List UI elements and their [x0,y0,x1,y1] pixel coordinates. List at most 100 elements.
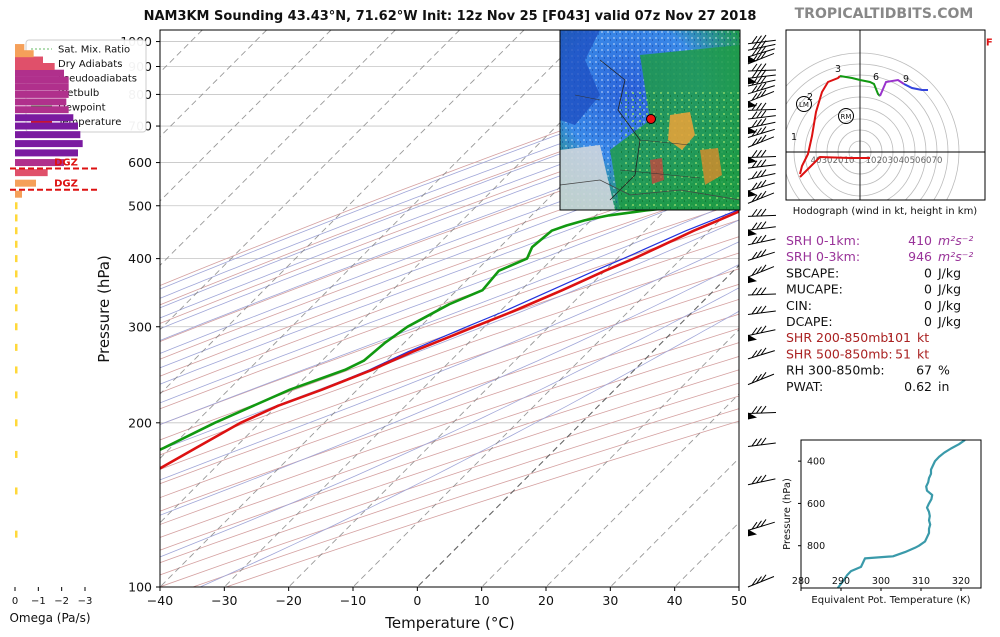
wind-barb-pennant [748,334,757,342]
wind-barb-pennant [748,127,757,135]
index-unit: % [938,363,950,378]
wind-barb-flag [751,236,758,245]
dry-adiabat-line [160,88,739,306]
wind-barb-pennant [748,156,757,164]
hodograph-ring-label: 20 [833,156,844,166]
omega-bar [15,63,55,71]
brand-text[interactable]: TROPICALTIDBITS.COM [795,6,974,22]
wind-barb-flag [751,150,758,158]
omega-bar [15,240,18,248]
wind-barb-flag [760,437,767,446]
wind-barb-flag [760,347,767,356]
dry-adiabat-line [160,202,739,410]
wind-barb-flag [751,138,758,146]
index-label: PWAT: [786,379,823,394]
index-label: MUCAPE: [786,282,843,297]
pseudoadiabat-line [160,287,739,558]
wind-barb-icon [747,102,777,111]
omega-bar [15,323,18,331]
omega-bar [15,214,18,222]
omega-bar [15,450,18,458]
wind-barb-flag [760,249,767,257]
wind-barb-flag [760,234,767,243]
wind-barb-flag [756,53,762,61]
wind-barb-icon [747,34,776,45]
hodograph-height-label: 3 [835,64,841,75]
wind-barb-icon [747,347,775,360]
radar-inset [559,29,741,211]
wind-barb-flag [756,63,762,72]
wind-barb-icon [747,126,775,138]
index-label: SRH 0-1km: [786,233,860,248]
index-row: PWAT: 0.62 in [786,379,949,394]
wind-barb-flag [760,169,767,177]
wind-barb-flag [751,222,758,230]
index-label: SBCAPE: [786,265,839,280]
wind-barb-flag [756,306,762,314]
wind-barb-pennant [748,276,757,284]
wind-barb-icon [747,305,776,315]
wind-barb-pennant [748,100,757,108]
pseudoadiabat-line [160,241,739,481]
index-row: SHR 200-850mb:101 kt [786,330,929,345]
isotherm-line [160,30,589,459]
wind-barb-icon [747,63,777,72]
pseudoadiabat-line [160,98,739,319]
isotherm-line [416,264,739,587]
theta-e-y-tick-label: 800 [807,541,825,552]
x-tick-label: 0 [413,593,421,608]
dry-adiabat-line [160,252,739,456]
omega-tick-label: 0 [12,596,18,607]
hodograph-height-label: 1 [791,132,797,143]
hodograph-trace [799,155,870,178]
omega-bar [15,98,67,106]
omega-axis: DGZ DGZ 0 −1 −2 −3 [10,158,100,607]
dry-adiabat-line [160,342,739,538]
omega-bar [15,487,18,495]
wind-barb-icon [747,325,776,342]
pseudoadiabat-line [160,78,739,299]
index-unit: m²s⁻² [938,233,973,248]
omega-bar [15,122,78,130]
theta-e-x-tick-label: 310 [912,576,930,587]
wind-barb-icon [747,40,776,51]
wind-barb-flag [756,91,762,99]
wind-barb-icon [747,519,775,537]
wind-barb-icon [747,149,777,164]
wind-barb-flag [760,51,767,59]
wind-barb-flag [760,574,767,583]
pseudoadiabat-line [160,68,739,290]
dry-adiabat-line [160,298,739,499]
omega-bars [15,44,83,538]
wind-barb-flag [751,287,758,296]
x-tick-label: 10 [474,593,490,608]
omega-bar [15,391,18,399]
wind-barb-icon [747,82,775,95]
wind-barb-flag [760,264,767,273]
legend-entry: Dry Adiabats [58,59,122,70]
wind-barb-pennant [748,229,757,237]
index-unit: in [938,379,949,394]
omega-tick-label: −2 [54,596,69,607]
wind-barb-flag [760,149,767,158]
omega-bar [15,169,48,177]
dry-adiabat-line [160,283,739,485]
wind-barb-flag [751,251,758,260]
omega-tick-label: −3 [78,596,93,607]
index-unit: kt [917,346,929,361]
wind-barb-icon [747,264,775,284]
isotherm-line [288,136,739,587]
omega-bar [15,286,18,294]
wind-barb-flag [756,475,762,484]
index-unit: J/kg [937,282,961,297]
hodograph-ring-label: 40 [899,156,910,166]
hodograph-trace [879,78,905,97]
y-tick-label: 500 [128,198,152,213]
wind-barb-flag [751,85,758,93]
index-row: SRH 0-1km: 410 m²s⁻² [786,233,973,248]
wind-barb-flag [751,208,758,217]
wind-barb-flag [756,149,762,158]
storm-motion-marker [838,108,854,124]
wind-barb-flag [751,42,758,50]
